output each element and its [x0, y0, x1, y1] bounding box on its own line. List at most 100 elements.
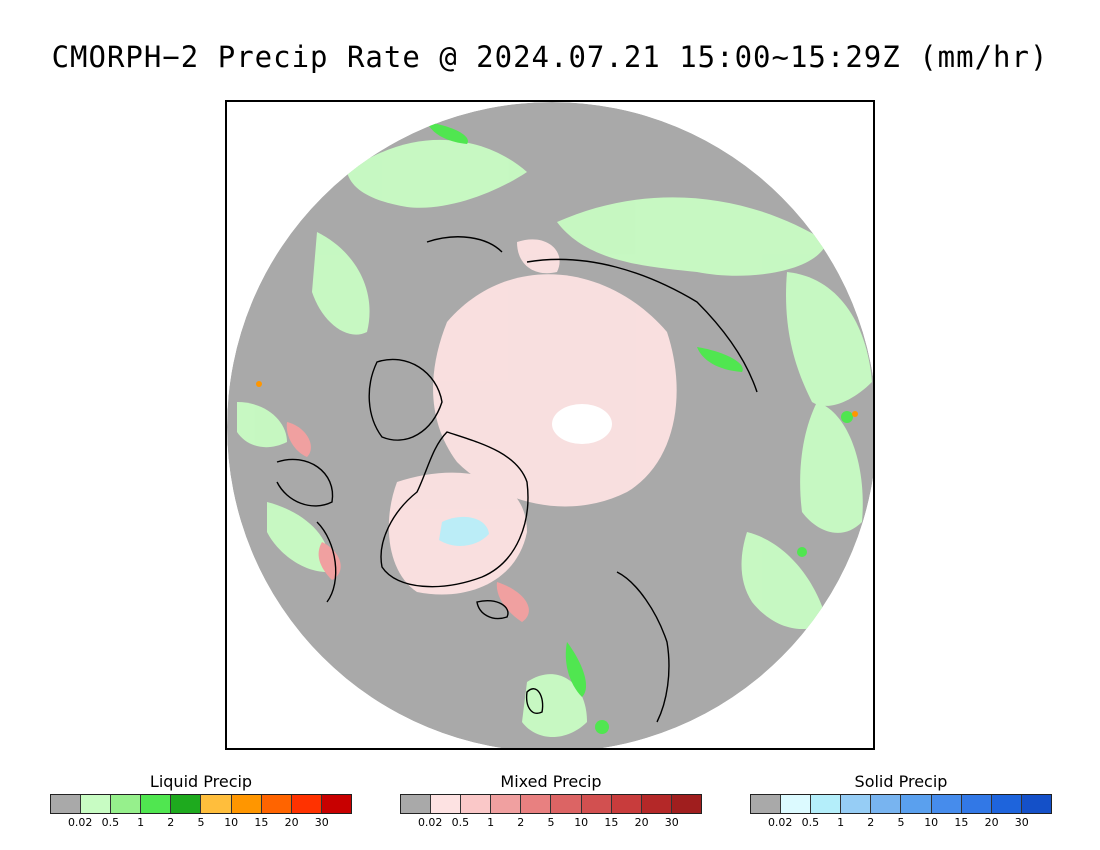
- mixed-precip-areas: [388, 239, 677, 595]
- legend-swatch: [781, 795, 812, 813]
- legend-tick-label: 5: [197, 816, 205, 829]
- liquid-precip-areas: [237, 139, 872, 737]
- mixed-precip-moderate: [286, 422, 529, 622]
- legend-swatch: [431, 795, 462, 813]
- legend-title-solid: Solid Precip: [854, 772, 948, 791]
- legend-mixed: Mixed Precip 0.02 0.5 1 2 5 10 15 20 30: [400, 770, 702, 830]
- legend-tick-label: 0.5: [101, 816, 120, 829]
- legend-swatch: [931, 795, 962, 813]
- solid-precip-greenland: [439, 516, 489, 546]
- legend-swatch: [201, 795, 232, 813]
- legend-swatch: [521, 795, 552, 813]
- legend-swatch: [961, 795, 992, 813]
- liquid-precip-north-america: [741, 532, 827, 630]
- legend-swatch: [901, 795, 932, 813]
- legend-tick-label: 1: [837, 816, 845, 829]
- liquid-precip-cell-3: [595, 720, 609, 734]
- mixed-precip-arctic-ocean: [433, 274, 677, 507]
- map-canvas: [227, 102, 873, 748]
- liquid-precip-atlantic: [522, 674, 587, 737]
- legend-tick-label: 1: [487, 816, 495, 829]
- arctic-archipelago-coast: [368, 358, 443, 441]
- labrador-coast: [316, 521, 337, 603]
- legend-swatch: [551, 795, 582, 813]
- color-bar-liquid: [50, 794, 352, 814]
- chart-title: CMORPH−2 Precip Rate @ 2024.07.21 15:00~…: [51, 40, 1049, 74]
- liquid-precip-east-siberia: [557, 197, 827, 276]
- british-isles-coast: [525, 688, 544, 714]
- liquid-precip-pacific: [800, 402, 863, 533]
- legend-tick-label: 15: [604, 816, 619, 829]
- tick-row-mixed: 0.02 0.5 1 2 5 10 15 20 30: [400, 814, 702, 830]
- liquid-precip-alaska-coast: [786, 272, 872, 406]
- legend-swatch: [51, 795, 82, 813]
- liquid-precip-heavy-1: [852, 411, 858, 417]
- legend-tick-label: 30: [1014, 816, 1029, 829]
- mixed-precip-band-2: [496, 582, 529, 622]
- liquid-precip-canada-west: [237, 402, 287, 448]
- legend-swatch: [871, 795, 902, 813]
- legend-tick-label: 1: [137, 816, 145, 829]
- liquid-precip-europe: [312, 232, 370, 335]
- legend-swatch: [491, 795, 522, 813]
- tick-row-solid: 0.02 0.5 1 2 5 10 15 20 30: [750, 814, 1052, 830]
- legend-title-liquid: Liquid Precip: [149, 772, 253, 791]
- legend-swatch: [581, 795, 612, 813]
- legend-tick-label: 15: [254, 816, 269, 829]
- legend-liquid: Liquid Precip 0.02 0.5 1 2 5 10 15 20 30: [50, 770, 352, 830]
- liquid-precip-cell-2: [797, 547, 807, 557]
- legend-tick-label: 30: [314, 816, 329, 829]
- legend-swatch: [291, 795, 322, 813]
- legend-tick-label: 2: [867, 816, 875, 829]
- legend-tick-label: 10: [574, 816, 589, 829]
- legend-tick-label: 30: [664, 816, 679, 829]
- liquid-precip-siberia: [347, 139, 527, 208]
- legend-tick-label: 5: [547, 816, 555, 829]
- liquid-precip-labrador: [267, 502, 329, 572]
- liquid-precip-band-2: [697, 347, 743, 372]
- hudson-bay-coast: [276, 458, 334, 507]
- legend-tick-label: 0.02: [767, 816, 793, 829]
- liquid-precip-heavy: [256, 381, 858, 417]
- legend-swatch: [991, 795, 1022, 813]
- legend-swatch: [171, 795, 202, 813]
- greenland-coast: [380, 431, 529, 588]
- legend-swatch: [1021, 795, 1051, 813]
- legend-swatch: [401, 795, 432, 813]
- legend-tick-label: 2: [167, 816, 175, 829]
- legend-tick-label: 15: [954, 816, 969, 829]
- polar-precip-map: [225, 100, 875, 750]
- mixed-precip-band-1: [286, 422, 311, 457]
- legend-swatch: [671, 795, 701, 813]
- legend-tick-label: 5: [897, 816, 905, 829]
- legend-title-mixed: Mixed Precip: [500, 772, 602, 791]
- tick-row-liquid: 0.02 0.5 1 2 5 10 15 20 30: [50, 814, 352, 830]
- legend-swatch: [751, 795, 782, 813]
- legend-tick-label: 10: [924, 816, 939, 829]
- legend-swatch: [841, 795, 872, 813]
- legend-swatch: [261, 795, 292, 813]
- alaska-coast: [426, 236, 503, 253]
- scandinavia-coast: [616, 571, 670, 723]
- coastlines: [276, 236, 758, 723]
- liquid-precip-heavy-2: [256, 381, 262, 387]
- legend-tick-label: 0.02: [417, 816, 443, 829]
- legend-tick-label: 0.02: [67, 816, 93, 829]
- mixed-precip-beaufort: [517, 239, 560, 274]
- legend-swatch: [81, 795, 112, 813]
- legend-tick-label: 0.5: [451, 816, 470, 829]
- color-bar-solid: [750, 794, 1052, 814]
- legend-tick-label: 10: [224, 816, 239, 829]
- legend-swatch: [611, 795, 642, 813]
- liquid-precip-band-3: [565, 642, 587, 697]
- legend-tick-label: 2: [517, 816, 525, 829]
- legend-tick-label: 0.5: [801, 816, 820, 829]
- liquid-precip-moderate: [427, 122, 853, 734]
- legend-swatch: [321, 795, 351, 813]
- iceland-coast: [476, 600, 509, 620]
- liquid-precip-cell-1: [841, 411, 853, 423]
- legend-swatch: [141, 795, 172, 813]
- legend-tick-label: 20: [634, 816, 649, 829]
- legend-swatch: [111, 795, 142, 813]
- legend-swatch: [461, 795, 492, 813]
